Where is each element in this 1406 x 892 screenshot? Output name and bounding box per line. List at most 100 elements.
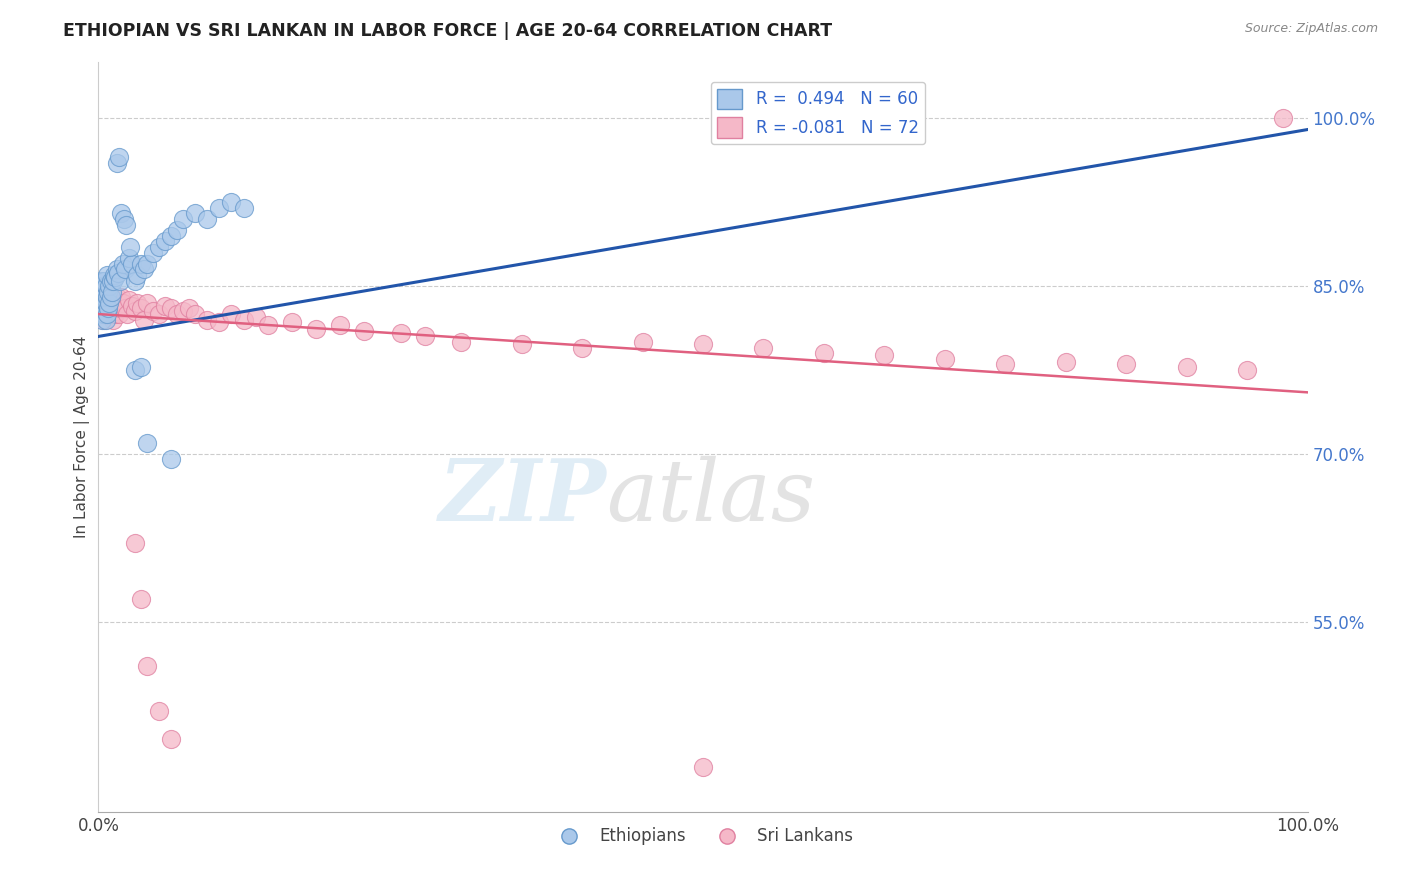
Point <box>89 290 111 304</box>
Point <box>692 337 714 351</box>
Point <box>91 301 114 316</box>
Point <box>121 299 143 313</box>
Point <box>97 301 120 316</box>
Point <box>1115 358 1137 372</box>
Point <box>153 235 176 249</box>
Point <box>160 228 183 243</box>
Point <box>108 273 131 287</box>
Point <box>96 290 118 304</box>
Point <box>813 346 835 360</box>
Point <box>107 266 129 280</box>
Point <box>450 334 472 349</box>
Point <box>101 312 124 326</box>
Point <box>195 212 218 227</box>
Point <box>115 218 138 232</box>
Point <box>105 290 128 304</box>
Point <box>153 299 176 313</box>
Point <box>98 279 121 293</box>
Point <box>103 268 125 282</box>
Point <box>1054 355 1077 369</box>
Point <box>97 301 120 316</box>
Point <box>172 212 194 227</box>
Point <box>90 307 112 321</box>
Point <box>98 296 121 310</box>
Point <box>281 315 304 329</box>
Point <box>91 279 114 293</box>
Point <box>94 296 117 310</box>
Point <box>124 536 146 550</box>
Point <box>1272 112 1295 126</box>
Point <box>96 307 118 321</box>
Point <box>101 273 124 287</box>
Point <box>98 296 121 310</box>
Point <box>129 592 152 607</box>
Text: ETHIOPIAN VS SRI LANKAN IN LABOR FORCE | AGE 20-64 CORRELATION CHART: ETHIOPIAN VS SRI LANKAN IN LABOR FORCE |… <box>63 22 832 40</box>
Point <box>105 156 128 170</box>
Point <box>413 329 436 343</box>
Point <box>135 296 157 310</box>
Point <box>232 312 254 326</box>
Point <box>148 240 170 254</box>
Point <box>135 257 157 271</box>
Point <box>1175 359 1198 374</box>
Point <box>118 240 141 254</box>
Point <box>571 341 593 355</box>
Point <box>108 151 131 165</box>
Point <box>91 312 114 326</box>
Point <box>114 301 136 316</box>
Point <box>166 223 188 237</box>
Point <box>134 262 156 277</box>
Point <box>135 659 157 673</box>
Point <box>353 324 375 338</box>
Point <box>934 351 956 366</box>
Point <box>208 201 231 215</box>
Point <box>104 270 127 285</box>
Text: atlas: atlas <box>606 456 815 539</box>
Point <box>96 285 118 299</box>
Point <box>1236 363 1258 377</box>
Point <box>184 206 207 220</box>
Point <box>134 312 156 326</box>
Point <box>118 293 141 307</box>
Point <box>124 363 146 377</box>
Text: ZIP: ZIP <box>439 455 606 539</box>
Point <box>93 290 115 304</box>
Point <box>305 321 328 335</box>
Point <box>96 268 118 282</box>
Point <box>114 262 136 277</box>
Point <box>100 301 122 316</box>
Point <box>221 307 243 321</box>
Point <box>172 303 194 318</box>
Point <box>631 334 654 349</box>
Point <box>221 195 243 210</box>
Point <box>100 285 122 299</box>
Point <box>166 307 188 321</box>
Point <box>107 296 129 310</box>
Y-axis label: In Labor Force | Age 20-64: In Labor Force | Age 20-64 <box>75 336 90 538</box>
Point <box>89 290 111 304</box>
Point <box>692 760 714 774</box>
Point <box>111 257 134 271</box>
Point <box>118 251 141 265</box>
Point <box>135 435 157 450</box>
Point <box>195 312 218 326</box>
Point <box>91 301 114 316</box>
Point <box>127 268 149 282</box>
Point <box>142 303 165 318</box>
Point <box>100 307 122 321</box>
Point <box>124 273 146 287</box>
Point <box>110 290 132 304</box>
Point <box>108 301 131 316</box>
Point <box>112 212 135 227</box>
Point <box>129 301 152 316</box>
Point <box>105 262 128 277</box>
Point <box>97 285 120 299</box>
Point <box>160 452 183 467</box>
Point <box>148 704 170 718</box>
Point <box>129 359 152 374</box>
Point <box>90 273 112 287</box>
Point <box>389 326 412 340</box>
Point <box>91 296 114 310</box>
Point <box>100 290 122 304</box>
Point <box>91 285 114 299</box>
